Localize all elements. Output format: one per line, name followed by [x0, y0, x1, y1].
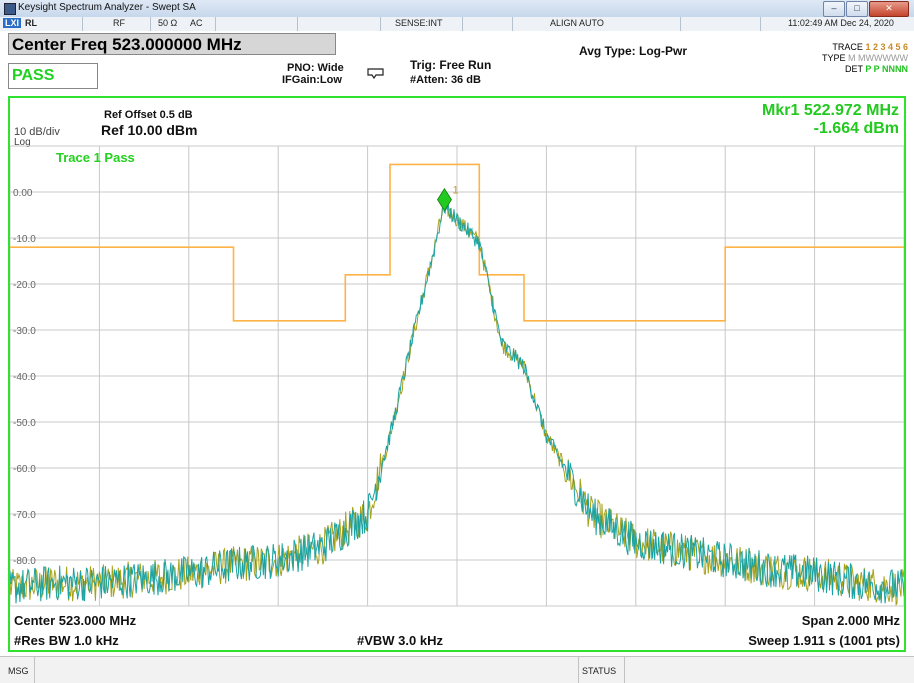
limit-line [10, 163, 904, 322]
minimize-icon[interactable]: – [823, 1, 845, 17]
measurement-header: Center Freq 523.000000 MHz PASS PNO: Wid… [0, 31, 914, 95]
y-tick-label: -80.0 [13, 556, 36, 567]
rf-label: RF [113, 18, 125, 28]
scale-label: 10 dB/div [14, 126, 60, 138]
coupling-label: AC [190, 18, 203, 28]
y-tick-label: -40.0 [13, 372, 36, 383]
y-tick-label: -30.0 [13, 326, 36, 337]
rl-label: RL [25, 18, 37, 28]
analyzer-screen: Ref Offset 0.5 dB 10 dB/div Log Ref 10.0… [8, 96, 906, 652]
sense-label: SENSE:INT [395, 18, 443, 28]
pno-label: PNO: Wide [287, 62, 344, 74]
y-tick-label: 0.00 [13, 188, 33, 199]
det-legend-label: DET [844, 64, 863, 74]
trace-legend: TRACE 1 2 3 4 5 6 TYPE M MWWWWW DET P P … [780, 42, 908, 75]
window-titlebar: Keysight Spectrum Analyzer - Swept SA – … [0, 0, 914, 18]
sweep-label: Sweep 1.911 s (1001 pts) [748, 633, 900, 648]
vbw-label: #VBW 3.0 kHz [357, 633, 443, 648]
marker-freq-readout: Mkr1 522.972 MHz [762, 102, 899, 119]
y-axis-ticks: 0.00 -10.0 -20.0 -30.0 -40.0 -50.0 -60.0 -70.0 -… [13, 188, 36, 567]
atten-label: #Atten: 36 dB [410, 74, 481, 86]
det-legend-values: P P NNNN [865, 64, 908, 74]
y-tick-label: -60.0 [13, 464, 36, 475]
y-tick-label: -20.0 [13, 280, 36, 291]
avg-type-label: Avg Type: Log-Pwr [579, 44, 687, 58]
pass-indicator: PASS [8, 63, 98, 89]
trigger-label: Trig: Free Run [410, 58, 492, 72]
message-bar: MSG STATUS [0, 656, 914, 683]
instrument-status-row: LXI RL RF 50 Ω AC SENSE:INT ALIGN AUTO 1… [0, 17, 914, 32]
lxi-badge: LXI [3, 18, 22, 28]
log-label: Log [14, 137, 31, 148]
y-tick-label: -50.0 [13, 418, 36, 429]
y-tick-label: -10.0 [13, 234, 36, 245]
trace-1-teal [10, 200, 904, 604]
trigger-icon [367, 66, 385, 84]
trace-pass-label: Trace 1 Pass [56, 150, 135, 165]
status-label: STATUS [582, 666, 617, 676]
type-legend-values: M MWWWWW [848, 53, 908, 63]
res-bw-label: #Res BW 1.0 kHz [14, 633, 119, 648]
msg-label: MSG [8, 666, 29, 676]
maximize-icon[interactable]: □ [846, 1, 868, 17]
marker-1-number: 1 [452, 185, 458, 197]
marker-1-diamond[interactable] [437, 187, 452, 212]
impedance-label: 50 Ω [158, 18, 178, 28]
marker-amp-readout: -1.664 dBm [814, 120, 899, 137]
span-label: Span 2.000 MHz [802, 613, 901, 628]
ref-level-label: Ref 10.00 dBm [101, 122, 197, 138]
center-label: Center 523.000 MHz [14, 613, 137, 628]
app-icon [4, 3, 16, 15]
align-label: ALIGN AUTO [550, 18, 604, 28]
ifgain-label: IFGain:Low [282, 74, 342, 86]
trace-legend-label: TRACE [832, 42, 863, 52]
datetime-label: 11:02:49 AM Dec 24, 2020 [788, 18, 894, 28]
graticule [10, 145, 904, 607]
trace-legend-values: 1 2 3 4 5 6 [865, 42, 908, 52]
center-freq-field[interactable]: Center Freq 523.000000 MHz [8, 33, 336, 55]
type-legend-label: TYPE [822, 53, 846, 63]
window-title: Keysight Spectrum Analyzer - Swept SA [18, 2, 196, 13]
y-tick-label: -70.0 [13, 510, 36, 521]
ref-offset-label: Ref Offset 0.5 dB [104, 109, 193, 121]
close-icon[interactable]: ✕ [869, 1, 909, 17]
spectrum-display[interactable]: Ref Offset 0.5 dB 10 dB/div Log Ref 10.0… [10, 98, 904, 650]
